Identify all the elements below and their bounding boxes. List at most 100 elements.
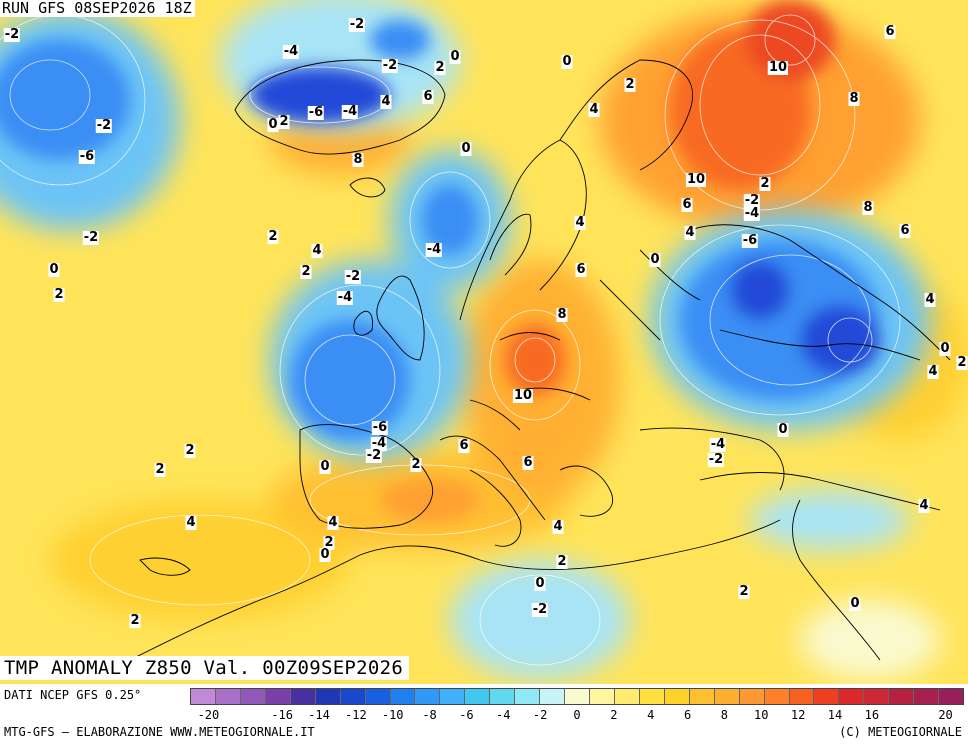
contour-label: 10 <box>767 60 789 75</box>
legend-swatch <box>789 689 815 704</box>
contour-label: -4 <box>336 290 354 305</box>
contour-label: 0 <box>460 141 472 156</box>
legend-swatch <box>290 689 316 704</box>
legend-swatch <box>639 689 665 704</box>
legend-tick-label: -16 <box>271 708 293 722</box>
contour-label: -2 <box>344 269 362 284</box>
anomaly-map <box>0 0 968 684</box>
contour-label: -6 <box>307 105 325 120</box>
legend-swatch <box>914 689 940 704</box>
legend-swatch <box>315 689 341 704</box>
contour-label: 0 <box>561 54 573 69</box>
legend-tick-label: -4 <box>496 708 511 722</box>
contour-label: 6 <box>458 438 470 453</box>
color-scale-bar <box>190 688 964 705</box>
contour-label: 4 <box>924 292 936 307</box>
legend-swatch <box>664 689 690 704</box>
contour-label: -4 <box>425 242 443 257</box>
cold-anomaly-cores <box>0 20 880 440</box>
legend-swatch <box>939 689 964 704</box>
contour-label: 2 <box>300 264 312 279</box>
legend-tick-label: -20 <box>197 708 220 722</box>
contour-label: 0 <box>449 49 461 64</box>
legend-tick-label: 10 <box>754 708 769 722</box>
contour-label: 2 <box>154 462 166 477</box>
legend-swatch <box>490 689 516 704</box>
contour-label: 4 <box>588 102 600 117</box>
contour-label: 6 <box>884 24 896 39</box>
contour-label: 0 <box>939 341 951 356</box>
contour-label: 2 <box>184 443 196 458</box>
contour-label: 8 <box>862 200 874 215</box>
legend-tick-label: 0 <box>573 708 581 722</box>
contour-label: 4 <box>311 243 323 258</box>
legend-swatch <box>689 689 715 704</box>
contour-label: -2 <box>381 58 399 73</box>
legend-swatch <box>365 689 391 704</box>
contour-label: 4 <box>185 515 197 530</box>
contour-label: 4 <box>552 519 564 534</box>
contour-label: 2 <box>624 77 636 92</box>
contour-label: 2 <box>759 176 771 191</box>
legend-swatch <box>614 689 640 704</box>
legend-swatch <box>215 689 241 704</box>
contour-label: -4 <box>282 44 300 59</box>
legend-swatch <box>864 689 890 704</box>
contour-label: 10 <box>512 388 534 403</box>
legend-swatch <box>191 689 216 704</box>
map-canvas <box>0 0 968 684</box>
legend-tick-label: 6 <box>683 708 692 722</box>
contour-label: -4 <box>743 206 761 221</box>
legend-tick-label: 2 <box>610 708 618 722</box>
contour-label: 0 <box>319 459 331 474</box>
legend-swatch <box>240 689 266 704</box>
legend-tick-label: -8 <box>422 708 437 722</box>
contour-label: 4 <box>927 364 939 379</box>
contour-label: 2 <box>53 287 65 302</box>
contour-label: 0 <box>777 422 789 437</box>
contour-label: 2 <box>410 457 422 472</box>
contour-label: -4 <box>709 437 727 452</box>
contour-label: -2 <box>743 193 761 208</box>
contour-label: -6 <box>741 233 759 248</box>
contour-label: -2 <box>3 27 21 42</box>
legend-tick-label: 16 <box>864 708 880 722</box>
legend-swatch <box>714 689 740 704</box>
contour-label: 2 <box>434 60 446 75</box>
data-source-label: DATI NCEP GFS 0.25° <box>4 688 142 702</box>
contour-label: 2 <box>278 114 290 129</box>
legend-tick-label: -10 <box>381 708 404 722</box>
contour-label: -2 <box>82 230 100 245</box>
legend-tick-label: 12 <box>790 708 806 722</box>
legend-swatch <box>839 689 865 704</box>
contour-label: -4 <box>341 104 359 119</box>
legend-swatch <box>390 689 416 704</box>
credit-left: MTG-GFS — ELABORAZIONE WWW.METEOGIORNALE… <box>4 725 315 739</box>
contour-label: -2 <box>365 448 383 463</box>
legend-swatch <box>889 689 915 704</box>
contour-label: 4 <box>574 215 586 230</box>
contour-label: -2 <box>531 602 549 617</box>
contour-label: 2 <box>129 613 141 628</box>
run-label: RUN GFS 08SEP2026 18Z <box>0 0 195 17</box>
contour-label: 2 <box>267 229 279 244</box>
contour-label: 4 <box>380 94 392 109</box>
legend-tick-label: 20 <box>938 708 953 722</box>
contour-label: 2 <box>323 535 335 550</box>
contour-label: -6 <box>78 149 96 164</box>
contour-label: 4 <box>684 225 696 240</box>
contour-label: -4 <box>370 436 388 451</box>
coastlines-and-borders <box>129 59 951 661</box>
legend-swatch <box>340 689 366 704</box>
legend-swatch <box>465 689 491 704</box>
legend-tick-label: 4 <box>647 708 655 722</box>
contour-label: 6 <box>422 89 434 104</box>
legend-tick-label: 14 <box>827 708 843 722</box>
contour-label: 2 <box>738 584 750 599</box>
legend-tick-label: -2 <box>532 708 548 722</box>
legend-swatch <box>764 689 790 704</box>
contour-label: 6 <box>522 455 534 470</box>
legend-tick-label: -14 <box>308 708 330 722</box>
contour-label: 0 <box>48 262 60 277</box>
contour-label: -2 <box>348 17 366 32</box>
